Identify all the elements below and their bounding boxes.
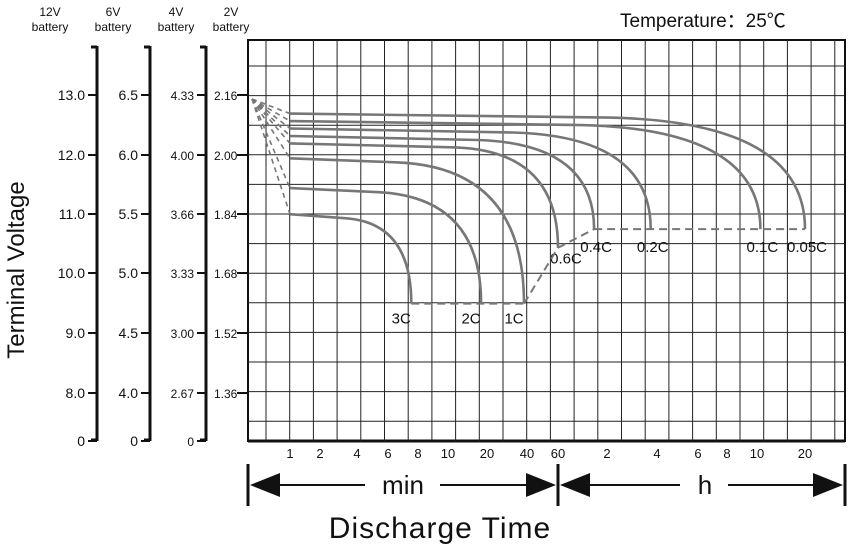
scale-tick-label: 5.0 (119, 265, 139, 281)
scale-tick-label: 0 (130, 433, 138, 449)
discharge-curve (289, 119, 762, 230)
scale-tick-label: 3.33 (171, 267, 195, 281)
scale-header-top: 6V (106, 5, 121, 19)
scale-tick-label: 3.66 (171, 208, 195, 222)
initial-drop-line (251, 98, 291, 115)
scale-tick-label: 4.00 (171, 149, 195, 163)
x-tick-label: 6 (694, 446, 701, 461)
arrow-head (560, 473, 590, 497)
x-tick-label: 2 (316, 446, 323, 461)
scale-tick-label: 8.0 (66, 385, 86, 401)
curve-label: 3C (392, 311, 411, 328)
scale-header-bottom: battery (95, 20, 132, 34)
discharge-curve (289, 186, 483, 304)
y-axis-label: Terminal Voltage (3, 181, 30, 358)
curve-label: 0.4C (580, 239, 612, 256)
scale-header-bottom: battery (213, 20, 250, 34)
discharge-curve (289, 127, 652, 230)
curve-label: 1C (504, 311, 523, 328)
discharge-curve (289, 212, 413, 304)
cutoff-line (557, 228, 595, 249)
scale-tick-label: 4.5 (119, 325, 139, 341)
initial-drop-line (251, 98, 291, 130)
x-tick-label: 60 (551, 446, 565, 461)
scale-tick-label: 2.00 (214, 149, 238, 163)
x-tick-label: 10 (750, 446, 764, 461)
scale-tick-label: 5.5 (119, 206, 139, 222)
scale-tick-label: 4.33 (171, 89, 195, 103)
x-tick-label: 20 (480, 446, 494, 461)
cutoff-line (523, 247, 559, 305)
scale-tick-label: 2.16 (214, 89, 238, 103)
x-tick-label: 8 (723, 446, 730, 461)
curve-label: 0.6C (550, 251, 582, 268)
scale-header-top: 2V (224, 5, 239, 19)
chart-title: Temperature：25℃ (620, 11, 786, 32)
scale-tick-label: 10.0 (58, 265, 85, 281)
x-tick-label: 8 (414, 446, 421, 461)
x-tick-label: 20 (798, 446, 812, 461)
arrow-head (526, 473, 556, 497)
arrow-head (250, 473, 280, 497)
curve-label: 0.05C (787, 239, 827, 256)
scale-tick-label: 3.00 (171, 327, 195, 341)
discharge-curve (289, 142, 560, 248)
initial-drop-line (251, 98, 291, 122)
x-axis-label: Discharge Time (329, 512, 551, 545)
x-tick-label: 1 (286, 446, 293, 461)
x-tick-label: 4 (353, 446, 360, 461)
scale-tick-label: 11.0 (59, 206, 85, 222)
scale-header-bottom: battery (158, 20, 195, 34)
scale-tick-label: 1.68 (214, 267, 238, 281)
scale-tick-label: 0 (77, 433, 85, 449)
scale-header-top: 12V (39, 5, 60, 19)
x-tick-label: 6 (384, 446, 391, 461)
scale-tick-label: 13.0 (58, 87, 85, 103)
scale-header-bottom: battery (32, 20, 69, 34)
x-tick-label: 2 (603, 446, 610, 461)
discharge-curve (289, 112, 807, 230)
discharge-curve (289, 134, 596, 230)
initial-drop-line (251, 98, 291, 189)
scale-tick-label: 6.0 (119, 147, 139, 163)
x-tick-label: 40 (520, 446, 534, 461)
scale-tick-label: 0 (187, 435, 194, 449)
scale-tick-label: 1.36 (214, 387, 238, 401)
discharge-curve (289, 157, 526, 304)
x-tick-label: 10 (441, 446, 455, 461)
curve-label: 0.2C (637, 239, 669, 256)
scale-header-top: 4V (169, 5, 184, 19)
x-unit-min: min (382, 470, 424, 500)
scale-tick-label: 9.0 (66, 325, 86, 341)
x-unit-h: h (698, 470, 712, 500)
x-tick-label: 4 (653, 446, 660, 461)
scale-tick-label: 1.84 (214, 208, 238, 222)
initial-drop-line (251, 98, 291, 144)
scale-tick-label: 6.5 (119, 87, 139, 103)
curve-label: 2C (461, 311, 480, 328)
scale-tick-label: 2.67 (171, 387, 195, 401)
scale-tick-label: 4.0 (119, 385, 139, 401)
initial-drop-line (251, 98, 291, 159)
scale-tick-label: 12.0 (58, 147, 85, 163)
initial-drop-line (251, 98, 291, 215)
arrow-head (813, 473, 843, 497)
curve-label: 0.1C (747, 239, 779, 256)
scale-tick-label: 1.52 (214, 327, 238, 341)
